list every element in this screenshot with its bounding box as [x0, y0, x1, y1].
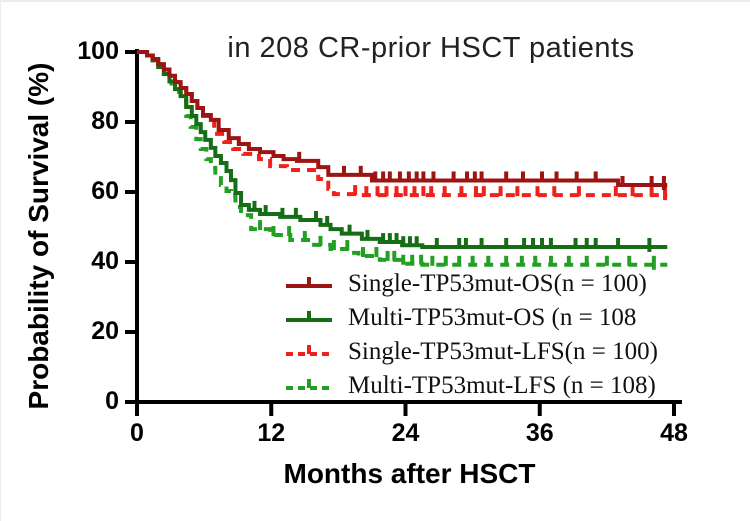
y-tick-label: 0: [105, 387, 119, 415]
x-tick-label: 48: [660, 419, 688, 447]
legend: Single-TP53mut-OS(n = 100) Multi-TP53mut-…: [285, 267, 658, 403]
legend-item: Multi-TP53mut-LFS (n = 108): [285, 369, 658, 403]
chart-title: in 208 CR-prior HSCT patients: [227, 32, 635, 64]
legend-swatch: [286, 311, 332, 322]
x-tick-label: 24: [391, 419, 420, 447]
y-tick-label: 60: [91, 177, 119, 205]
x-tick-label: 36: [525, 419, 554, 447]
legend-item: Multi-TP53mut-OS (n = 108: [285, 301, 658, 335]
x-tick-label: 12: [257, 419, 286, 447]
curve-multi-tp53mut-lfs-n-108-: [137, 50, 668, 267]
legend-item: Single-TP53mut-OS(n = 100): [285, 267, 658, 301]
legend-item: Single-TP53mut-LFS(n = 100): [285, 335, 658, 369]
legend-label: Multi-TP53mut-LFS (n = 108): [348, 372, 656, 399]
y-tick-label: 40: [91, 247, 119, 275]
x-axis-title: Months after HSCT: [283, 458, 536, 489]
y-tick-label: 100: [77, 37, 119, 65]
legend-label: Single-TP53mut-OS(n = 100): [348, 270, 647, 297]
legend-swatch: [286, 379, 332, 390]
legend-label: Single-TP53mut-LFS(n = 100): [348, 338, 658, 365]
y-axis-title: Probability of Survival (%): [23, 62, 54, 410]
y-tick-label: 20: [91, 317, 119, 345]
curve-multi-tp53mut-os-n-108: [137, 50, 668, 249]
legend-swatch: [286, 345, 332, 356]
y-tick-label: 80: [91, 107, 119, 135]
curve-single-tp53mut-os-n-100-: [137, 50, 668, 187]
x-tick-label: 0: [130, 419, 144, 447]
legend-swatch: [286, 277, 332, 288]
legend-label: Multi-TP53mut-OS (n = 108: [348, 304, 637, 331]
